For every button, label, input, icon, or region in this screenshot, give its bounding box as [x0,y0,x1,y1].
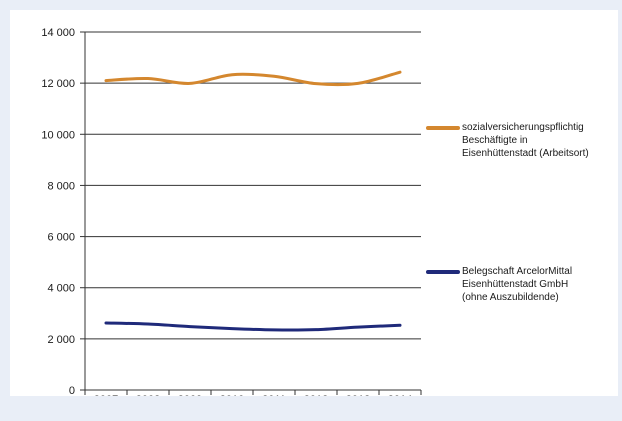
x-tick-label: 2011 [262,394,286,396]
legend-item-arcelormittal: Belegschaft ArcelorMittal Eisenhüttensta… [426,265,622,304]
x-tick-label: 2013 [346,394,370,396]
legend-swatch-employees [426,126,460,130]
x-tick-label: 2012 [304,394,328,396]
legend-label-arcelormittal: Belegschaft ArcelorMittal Eisenhüttensta… [462,265,622,304]
x-tick-label: 2009 [178,394,202,396]
series-line-0 [104,70,402,87]
y-tick-label: 14 000 [41,27,75,39]
legend-item-employees: sozialversicherungspflichtig Beschäftigt… [426,121,622,160]
legend-label-line: Eisenhüttenstadt GmbH [462,279,569,290]
y-tick-label: 12 000 [41,78,75,90]
y-tick-label: 4 000 [47,283,75,295]
x-tick-label: 2010 [220,394,244,396]
legend-label-line: Beschäftigte in [462,135,528,146]
x-tick-label: 2008 [136,394,160,396]
legend-swatch-arcelormittal [426,270,460,274]
chart-panel: 14 000 12 000 10 000 8 000 6 000 4 000 2 000 0 2… [10,10,618,396]
y-tick-label: 6 000 [47,232,75,244]
y-tick-label: 8 000 [47,180,75,192]
y-tick-label: 10 000 [41,129,75,141]
legend-label-line: (ohne Auszubildende) [462,292,559,303]
line-chart: 14 000 12 000 10 000 8 000 6 000 4 000 2 000 0 2… [41,27,422,396]
legend-label-line: Eisenhüttenstadt (Arbeitsort) [462,148,589,159]
x-tick-label: 2007 [94,394,118,396]
legend-label-line: sozialversicherungspflichtig [462,122,584,133]
y-tick-label: 0 [69,385,75,396]
legend-label-line: Belegschaft ArcelorMittal [462,266,573,277]
series-line-1 [104,321,402,332]
y-tick-label: 2 000 [47,334,75,346]
legend-label-employees: sozialversicherungspflichtig Beschäftigt… [462,121,622,160]
x-tick-label: 2014 [388,394,412,396]
